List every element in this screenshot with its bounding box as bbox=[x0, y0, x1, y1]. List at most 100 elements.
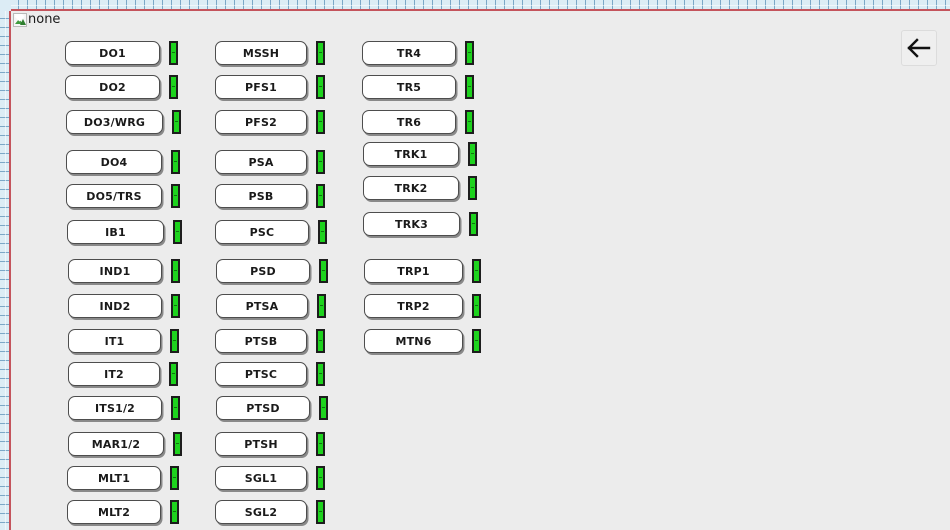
button-columns: DO1 DO2 DO3/WRG DO4 DO5/TRS IB1 IND1 IND2 IT1 IT2… bbox=[13, 26, 950, 530]
status-led[interactable] bbox=[316, 41, 325, 65]
status-led[interactable] bbox=[468, 176, 477, 200]
image-alt-text: none bbox=[28, 13, 61, 27]
device-button-do3-wrg[interactable]: DO3/WRG bbox=[66, 110, 163, 134]
status-led[interactable] bbox=[316, 110, 325, 134]
device-button-mlt1[interactable]: MLT1 bbox=[67, 466, 161, 490]
device-button-ind2[interactable]: IND2 bbox=[68, 294, 162, 318]
status-led[interactable] bbox=[319, 259, 328, 283]
device-button-label: PSC bbox=[249, 225, 275, 239]
status-led[interactable] bbox=[169, 362, 178, 386]
status-led[interactable] bbox=[316, 362, 325, 386]
status-led[interactable] bbox=[173, 432, 182, 456]
device-button-mssh[interactable]: MSSH bbox=[215, 41, 307, 65]
device-button-trk3[interactable]: TRK3 bbox=[363, 212, 460, 236]
status-led[interactable] bbox=[170, 466, 179, 490]
device-button-ind1[interactable]: IND1 bbox=[68, 259, 162, 283]
device-button-label: PFS2 bbox=[245, 115, 277, 129]
device-button-tr6[interactable]: TR6 bbox=[362, 110, 456, 134]
panel-row: PTSD bbox=[216, 396, 328, 420]
status-led[interactable] bbox=[171, 396, 180, 420]
device-button-sgl2[interactable]: SGL2 bbox=[215, 500, 307, 524]
device-button-ptsc[interactable]: PTSC bbox=[215, 362, 307, 386]
status-led[interactable] bbox=[170, 329, 179, 353]
panel-row: MTN6 bbox=[364, 329, 481, 353]
status-led[interactable] bbox=[171, 259, 180, 283]
status-led[interactable] bbox=[317, 294, 326, 318]
device-button-sgl1[interactable]: SGL1 bbox=[215, 466, 307, 490]
device-button-psd[interactable]: PSD bbox=[216, 259, 310, 283]
status-led[interactable] bbox=[171, 150, 180, 174]
device-button-mar1-2[interactable]: MAR1/2 bbox=[68, 432, 164, 456]
device-button-pfs1[interactable]: PFS1 bbox=[215, 75, 307, 99]
status-led[interactable] bbox=[169, 41, 178, 65]
status-led[interactable] bbox=[316, 500, 325, 524]
device-button-psa[interactable]: PSA bbox=[215, 150, 307, 174]
device-button-ptsh[interactable]: PTSH bbox=[215, 432, 307, 456]
panel-row: IND2 bbox=[68, 294, 180, 318]
ruler-horizontal bbox=[0, 0, 950, 11]
device-button-mtn6[interactable]: MTN6 bbox=[364, 329, 463, 353]
device-button-ptsa[interactable]: PTSA bbox=[216, 294, 308, 318]
status-led[interactable] bbox=[171, 184, 180, 208]
device-button-label: PTSB bbox=[244, 334, 278, 348]
device-button-trk1[interactable]: TRK1 bbox=[363, 142, 459, 166]
device-button-label: TRP1 bbox=[397, 264, 430, 278]
panel-row: TR4 bbox=[362, 41, 474, 65]
device-button-pfs2[interactable]: PFS2 bbox=[215, 110, 307, 134]
device-button-do5-trs[interactable]: DO5/TRS bbox=[66, 184, 162, 208]
device-button-do4[interactable]: DO4 bbox=[66, 150, 162, 174]
status-led[interactable] bbox=[316, 150, 325, 174]
device-button-label: TRK1 bbox=[394, 147, 428, 161]
status-led[interactable] bbox=[472, 294, 481, 318]
device-button-label: PTSC bbox=[244, 367, 278, 381]
status-led[interactable] bbox=[465, 75, 474, 99]
panel-row: PTSB bbox=[215, 329, 325, 353]
status-led[interactable] bbox=[465, 41, 474, 65]
device-button-mlt2[interactable]: MLT2 bbox=[67, 500, 161, 524]
status-led[interactable] bbox=[318, 220, 327, 244]
device-button-label: DO1 bbox=[99, 46, 126, 60]
device-button-label: MAR1/2 bbox=[91, 437, 141, 451]
device-button-it1[interactable]: IT1 bbox=[68, 329, 161, 353]
device-button-label: PSA bbox=[248, 155, 274, 169]
device-button-trp1[interactable]: TRP1 bbox=[364, 259, 463, 283]
device-button-its1-2[interactable]: ITS1/2 bbox=[68, 396, 162, 420]
status-led[interactable] bbox=[465, 110, 474, 134]
status-led[interactable] bbox=[316, 184, 325, 208]
canvas: none DO1 DO2 DO3/WRG DO4 DO5/TRS IB1 IND1 IND2 I… bbox=[13, 13, 950, 530]
device-button-ib1[interactable]: IB1 bbox=[67, 220, 164, 244]
status-led[interactable] bbox=[316, 466, 325, 490]
panel-row: ITS1/2 bbox=[68, 396, 180, 420]
status-led[interactable] bbox=[173, 220, 182, 244]
panel-row: IND1 bbox=[68, 259, 180, 283]
back-button[interactable] bbox=[901, 30, 937, 66]
device-button-tr5[interactable]: TR5 bbox=[362, 75, 456, 99]
device-button-psc[interactable]: PSC bbox=[215, 220, 309, 244]
device-button-it2[interactable]: IT2 bbox=[68, 362, 160, 386]
device-button-do1[interactable]: DO1 bbox=[65, 41, 160, 65]
device-button-label: MLT1 bbox=[97, 471, 131, 485]
device-button-psb[interactable]: PSB bbox=[215, 184, 307, 208]
status-led[interactable] bbox=[170, 500, 179, 524]
status-led[interactable] bbox=[316, 329, 325, 353]
status-led[interactable] bbox=[172, 110, 181, 134]
status-led[interactable] bbox=[469, 212, 478, 236]
status-led[interactable] bbox=[316, 432, 325, 456]
status-led[interactable] bbox=[472, 259, 481, 283]
status-led[interactable] bbox=[169, 75, 178, 99]
status-led[interactable] bbox=[472, 329, 481, 353]
ruler-corner bbox=[0, 0, 11, 11]
device-button-trp2[interactable]: TRP2 bbox=[364, 294, 463, 318]
panel-row: DO4 bbox=[66, 150, 180, 174]
device-button-tr4[interactable]: TR4 bbox=[362, 41, 456, 65]
device-button-label: MLT2 bbox=[97, 505, 131, 519]
status-led[interactable] bbox=[319, 396, 328, 420]
device-button-do2[interactable]: DO2 bbox=[65, 75, 160, 99]
device-button-ptsd[interactable]: PTSD bbox=[216, 396, 310, 420]
device-button-label: DO5/TRS bbox=[86, 189, 142, 203]
status-led[interactable] bbox=[468, 142, 477, 166]
status-led[interactable] bbox=[171, 294, 180, 318]
device-button-ptsb[interactable]: PTSB bbox=[215, 329, 307, 353]
status-led[interactable] bbox=[316, 75, 325, 99]
device-button-trk2[interactable]: TRK2 bbox=[363, 176, 459, 200]
